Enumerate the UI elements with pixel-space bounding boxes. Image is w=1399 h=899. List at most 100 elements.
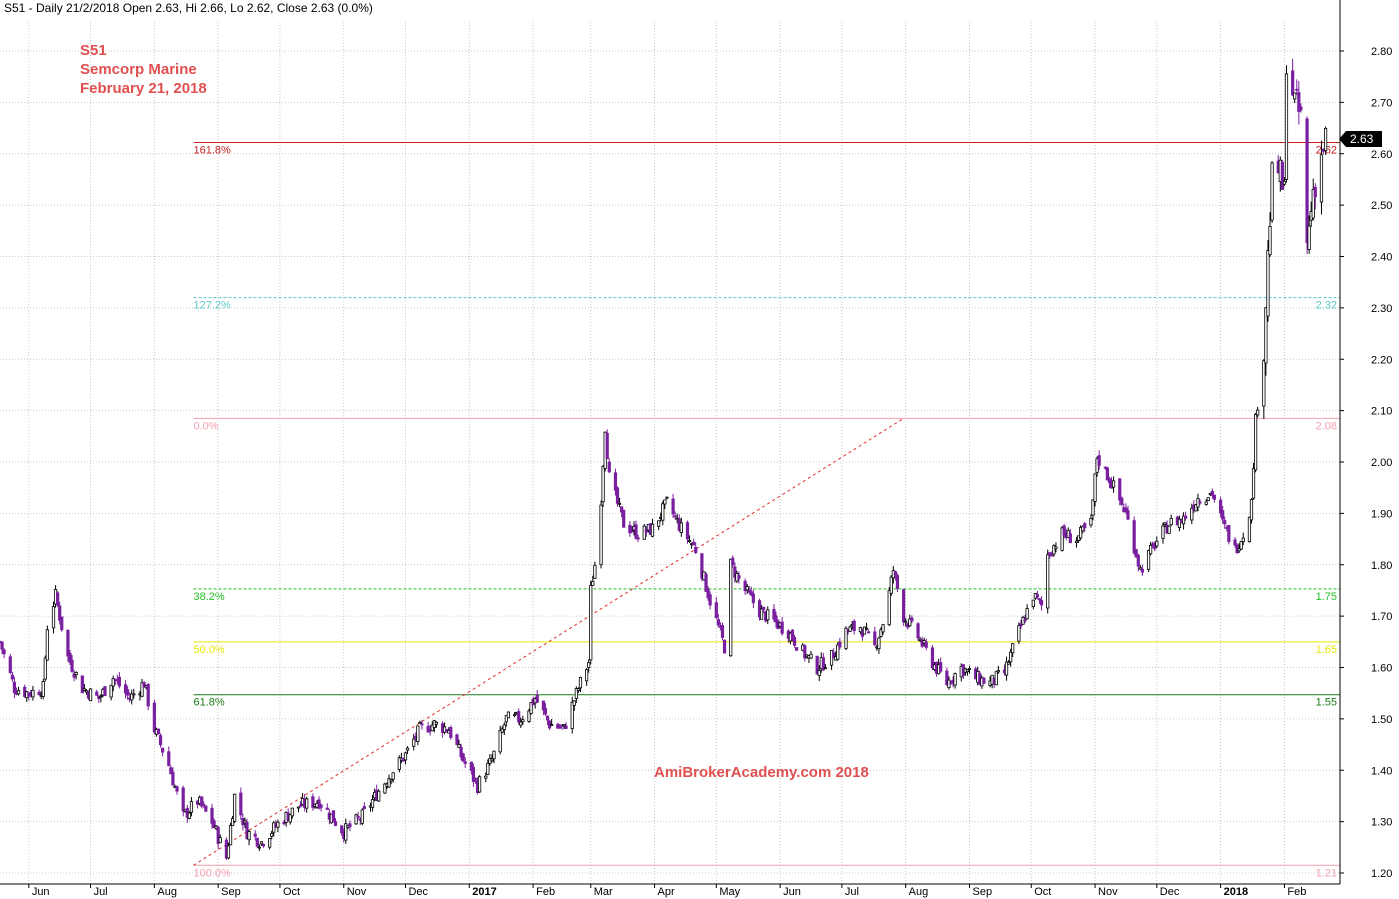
candle [867,629,871,634]
candle [210,803,214,829]
candle [1249,498,1254,524]
candle [74,671,78,680]
candle-body [1011,643,1015,654]
candle-body [405,747,410,751]
candle-body [692,541,696,546]
fibonacci-trendline [193,417,904,866]
candle-body [175,786,179,792]
annotation-company: Semcorp Marine [80,61,197,78]
candle-body [605,432,609,460]
candle-body [200,796,204,807]
candle-body [383,783,387,794]
candle [212,818,216,828]
candle [794,647,799,651]
candle-body [852,620,856,632]
candle-body [1270,162,1274,221]
candle-body [99,695,103,698]
x-tick-label: Aug [157,886,177,898]
candle-body [1081,526,1085,532]
candle [1048,551,1052,559]
candle-body [362,806,366,809]
candle [743,578,747,596]
candle [1052,544,1056,557]
candle [111,675,115,692]
candle-body [1319,154,1324,203]
candle [642,524,646,540]
candle-body [1118,478,1122,501]
candle-body [1181,515,1186,525]
candle-body [1074,540,1079,543]
candle [370,794,375,812]
candle-body [171,771,175,786]
candle [1177,515,1182,532]
candle [615,486,620,507]
candle [908,614,912,627]
candle-body [887,590,891,626]
candle-body [1247,516,1252,543]
candle [1004,656,1009,681]
candle [578,676,583,693]
candle-body [910,617,914,622]
candle [298,801,303,808]
y-tick-label: 2.30 [1371,303,1392,315]
candle-body [41,681,45,697]
candle [51,601,56,634]
candle [587,659,591,673]
y-tick-label: 2.40 [1371,252,1392,264]
candle [535,689,539,703]
candle-body [1237,548,1241,552]
candle [1093,473,1097,507]
candle [66,629,70,662]
candle-body [1062,525,1066,536]
candle-body [864,627,869,630]
x-tick-label: Feb [1287,886,1306,898]
candle-body [152,702,156,733]
candle-body [255,837,259,847]
candle [737,571,741,584]
candle [325,803,329,810]
candle [792,634,797,648]
candle [471,763,476,788]
candle-body [1219,499,1223,514]
candle-body [599,504,603,566]
candle [1305,116,1309,254]
candle [1054,542,1058,553]
candle-body [1167,525,1171,534]
candle [541,700,546,716]
candle [1025,604,1029,620]
x-tick-label: Sep [972,886,992,898]
candle [1280,159,1284,190]
candle [665,496,669,500]
candle-body [858,627,862,633]
candle [817,665,821,681]
candle-body [389,778,393,782]
candle-body [706,588,710,599]
candle-body [204,805,208,812]
candle [574,686,578,703]
candle-body [679,522,683,533]
candle-body [1111,480,1116,488]
candle-body [838,641,842,648]
candle [661,500,665,526]
candle-body [68,652,72,663]
candle [1146,549,1151,572]
fib-level-pct: 127.2% [193,300,231,312]
candle [434,721,438,728]
candle-body [504,715,508,723]
candle-body [685,522,690,540]
candle-body [881,624,885,633]
x-tick-label: Feb [536,886,555,898]
candle [56,590,60,608]
candle [486,759,490,776]
candle [622,509,626,528]
candle [858,626,862,635]
candle-body [187,812,191,819]
candle-body [809,653,813,659]
candle-body [607,461,611,473]
candle-body [500,728,504,733]
candle-body [455,734,459,745]
candle [311,793,315,811]
candle-body [1004,661,1009,676]
candle-body [1297,92,1301,112]
candle [733,562,737,583]
